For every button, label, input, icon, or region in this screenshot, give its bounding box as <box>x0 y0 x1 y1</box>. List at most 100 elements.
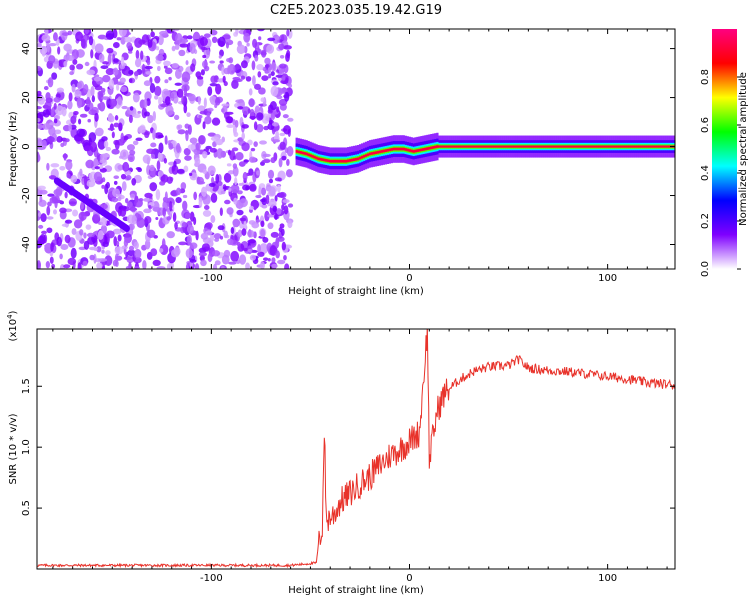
heatmap-noise-cell <box>80 201 84 210</box>
heatmap-trace-cell <box>345 159 348 163</box>
heatmap-trace-cell <box>360 155 364 159</box>
heatmap-noise-cell <box>200 69 205 76</box>
heatmap-noise-cell <box>127 249 136 256</box>
heatmap-noise-cell <box>38 212 42 218</box>
heatmap-noise-cell <box>181 221 188 228</box>
heatmap-noise-cell <box>240 75 246 80</box>
heatmap-noise-cell <box>118 155 124 159</box>
heatmap-trace-cell <box>402 147 405 151</box>
snr-y-tick-label: 0.5 <box>21 500 32 516</box>
heatmap-noise-cell <box>137 125 146 134</box>
heatmap-noise-cell <box>51 263 56 269</box>
heatmap-noise-cell <box>114 253 119 263</box>
heatmap-noise-cell <box>54 105 64 116</box>
heatmap-noise-cell <box>258 87 266 95</box>
heatmap-trace-cell <box>654 145 657 148</box>
heatmap-noise-cell <box>198 197 203 208</box>
colorbar-tick-label: 0.2 <box>700 213 711 229</box>
heatmap-noise-cell <box>177 124 183 129</box>
heatmap-noise-cell <box>113 41 120 49</box>
heatmap-noise-cell <box>46 136 55 143</box>
heatmap-noise-cell <box>285 52 290 63</box>
heatmap-noise-cell <box>183 103 188 114</box>
heatmap-noise-cell <box>72 209 79 217</box>
heatmap-trace-cell <box>335 159 338 163</box>
heatmap-noise-cell <box>239 198 248 208</box>
heatmap-noise-cell <box>142 154 151 164</box>
heatmap-noise-cell <box>106 97 112 109</box>
heatmap-noise-cell <box>142 260 147 269</box>
heatmap-noise-cell <box>150 153 156 159</box>
heatmap-noise-cell <box>177 129 186 135</box>
heatmap-noise-cell <box>210 215 216 224</box>
heatmap-noise-cell <box>181 71 191 83</box>
heatmap-noise-cell <box>247 239 256 244</box>
heatmap-trace-cell <box>517 145 520 148</box>
heatmap-noise-cell <box>105 146 112 152</box>
heatmap-noise-cell <box>166 231 175 239</box>
heatmap-noise-cell <box>183 147 191 156</box>
heatmap-trace-cell <box>610 145 613 148</box>
heatmap-noise-cell <box>207 165 216 176</box>
heatmap-noise-cell <box>100 217 107 227</box>
heatmap-noise-cell <box>73 219 83 229</box>
heatmap-noise-cell <box>248 156 257 163</box>
heatmap-trace-cell <box>370 152 374 155</box>
heatmap-noise-cell <box>119 208 127 217</box>
heatmap-trace-cell <box>301 151 304 155</box>
heatmap-trace-cell <box>311 154 314 158</box>
heatmap-trace-cell <box>497 145 500 148</box>
heatmap-noise-cell <box>189 42 196 54</box>
heatmap-noise-cell <box>154 95 159 100</box>
heatmap-trace-cell <box>642 145 645 148</box>
heatmap-noise-cell <box>150 142 157 148</box>
heatmap-noise-cell <box>59 253 63 260</box>
heatmap-noise-cell <box>214 238 220 242</box>
heatmap-noise-cell <box>126 144 135 151</box>
heatmap-noise-cell <box>147 114 154 124</box>
snr-line <box>37 329 675 569</box>
heatmap-trace-cell <box>404 148 407 151</box>
heatmap-trace-cell <box>523 145 526 148</box>
heatmap-noise-cell <box>271 263 278 269</box>
heatmap-noise-cell <box>61 223 69 227</box>
heatmap-noise-cell <box>214 260 221 266</box>
snr-y-scale-exponent: 4 <box>6 314 14 319</box>
heatmap-noise-cell <box>203 200 208 205</box>
heatmap-noise-cell <box>260 228 266 238</box>
heatmap-noise-cell <box>160 103 169 108</box>
heatmap-trace-cell <box>394 147 397 151</box>
heatmap-y-tick-label: 20 <box>21 91 32 104</box>
heatmap-noise-cell <box>133 71 139 77</box>
heatmap-noise-cell <box>281 241 286 251</box>
heatmap-noise-cell <box>173 114 180 121</box>
heatmap-noise-cell <box>101 96 110 100</box>
heatmap-noise-cell <box>122 161 130 172</box>
heatmap-noise-cell <box>111 197 119 203</box>
snr-frame <box>36 328 676 570</box>
heatmap-noise-cell <box>38 224 44 229</box>
heatmap-trace-cell <box>572 145 576 148</box>
heatmap-noise-cell <box>76 63 84 70</box>
heatmap-noise-cell <box>193 216 197 226</box>
heatmap-noise-cell <box>155 46 160 51</box>
heatmap-trace-cell <box>479 145 483 148</box>
heatmap-trace-cell <box>541 145 544 148</box>
heatmap-noise-cell <box>205 145 212 150</box>
heatmap-noise-cell <box>197 96 201 105</box>
heatmap-noise-cell <box>166 216 171 221</box>
heatmap-trace-cell <box>390 148 393 151</box>
heatmap-noise-cell <box>102 61 109 65</box>
heatmap-noise-cell <box>119 77 126 84</box>
heatmap-noise-cell <box>93 247 98 252</box>
heatmap-trace-cell <box>307 153 310 157</box>
heatmap-trace-cell <box>396 147 399 151</box>
heatmap-noise-cell <box>101 136 108 142</box>
heatmap-trace-cell <box>662 145 665 148</box>
heatmap-noise-cell <box>267 169 275 180</box>
heatmap-noise-cell <box>92 214 100 224</box>
heatmap-noise-cell <box>261 113 270 124</box>
heatmap-noise-cell <box>84 61 90 67</box>
colorbar-tick-label: 0.0 <box>700 261 711 277</box>
heatmap-noise-cell <box>45 92 51 101</box>
